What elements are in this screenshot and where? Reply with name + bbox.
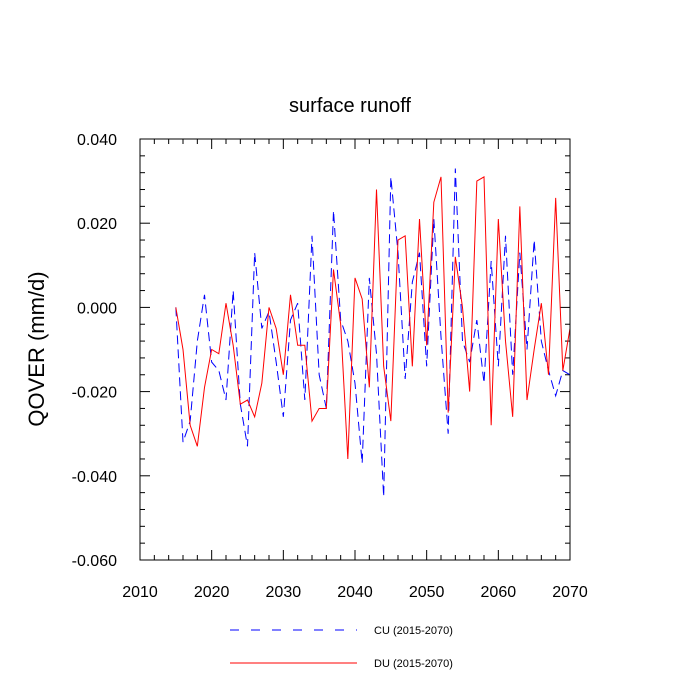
legend: CU (2015-2070) DU (2015-2070) — [230, 625, 453, 670]
legend-label-cu: CU (2015-2070) — [374, 625, 453, 637]
y-tick-label: -0.060 — [72, 553, 117, 570]
x-tick-label: 2030 — [266, 584, 302, 601]
chart-title: surface runoff — [289, 95, 411, 117]
plot-frame — [139, 138, 571, 561]
y-tick-label: 0.000 — [77, 300, 117, 317]
y-axis-label: QOVER (mm/d) — [24, 271, 49, 426]
legend-label-du: DU (2015-2070) — [374, 658, 453, 670]
x-tick-label: 2020 — [194, 584, 230, 601]
y-tick-label: -0.020 — [72, 385, 117, 402]
series-line-du — [175, 176, 571, 459]
y-tick-label: 0.040 — [77, 132, 117, 149]
y-tick-label: -0.040 — [72, 469, 117, 486]
y-axis: -0.060 -0.040 -0.020 0.000 0.020 0.040 — [72, 132, 570, 570]
x-tick-label: 2060 — [481, 584, 517, 601]
x-tick-label: 2050 — [409, 584, 445, 601]
x-tick-label: 2010 — [122, 584, 158, 601]
x-tick-label: 2070 — [552, 584, 588, 601]
plot-area — [175, 168, 571, 497]
series-line-cu — [175, 168, 571, 497]
x-axis: 2010 2020 2030 2040 2050 2060 2070 — [122, 139, 588, 601]
x-tick-label: 2040 — [337, 584, 373, 601]
y-tick-label: 0.020 — [77, 216, 117, 233]
